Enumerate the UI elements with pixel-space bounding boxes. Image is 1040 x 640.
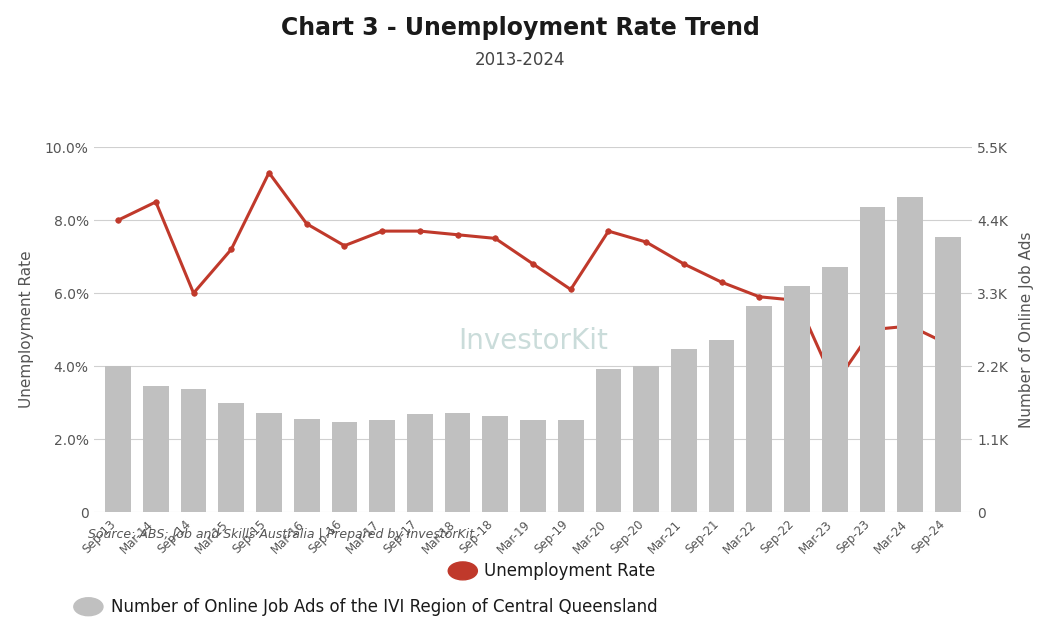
Bar (784, 287, 810, 512)
Bar (294, 419, 319, 512)
Bar (369, 420, 395, 512)
Bar (860, 207, 885, 512)
Text: InvestorKit: InvestorKit (458, 326, 608, 355)
Bar (144, 386, 168, 512)
Bar (483, 417, 509, 512)
Y-axis label: Unemployment Rate: Unemployment Rate (19, 251, 33, 408)
Bar (596, 369, 621, 512)
Bar (747, 307, 772, 512)
Text: Chart 3 - Unemployment Rate Trend: Chart 3 - Unemployment Rate Trend (281, 16, 759, 40)
Bar (407, 414, 433, 512)
Bar (181, 389, 206, 512)
Y-axis label: Number of Online Job Ads: Number of Online Job Ads (1019, 231, 1035, 428)
Bar (822, 267, 848, 512)
Bar (557, 420, 583, 512)
Bar (935, 237, 961, 512)
Bar (898, 197, 922, 512)
Bar (633, 366, 659, 512)
Bar (105, 366, 131, 512)
Bar (332, 422, 358, 512)
Bar (218, 403, 244, 512)
Bar (520, 420, 546, 512)
Text: Number of Online Job Ads of the IVI Region of Central Queensland: Number of Online Job Ads of the IVI Regi… (111, 598, 658, 616)
Bar (445, 413, 470, 512)
Text: Unemployment Rate: Unemployment Rate (484, 562, 655, 580)
Bar (671, 349, 697, 512)
Bar (709, 340, 734, 512)
Text: 2013-2024: 2013-2024 (474, 51, 566, 69)
Bar (256, 413, 282, 512)
Text: Source: ABS; Job and Skills Australia | Prepared by InvestorKit: Source: ABS; Job and Skills Australia | … (88, 528, 474, 541)
